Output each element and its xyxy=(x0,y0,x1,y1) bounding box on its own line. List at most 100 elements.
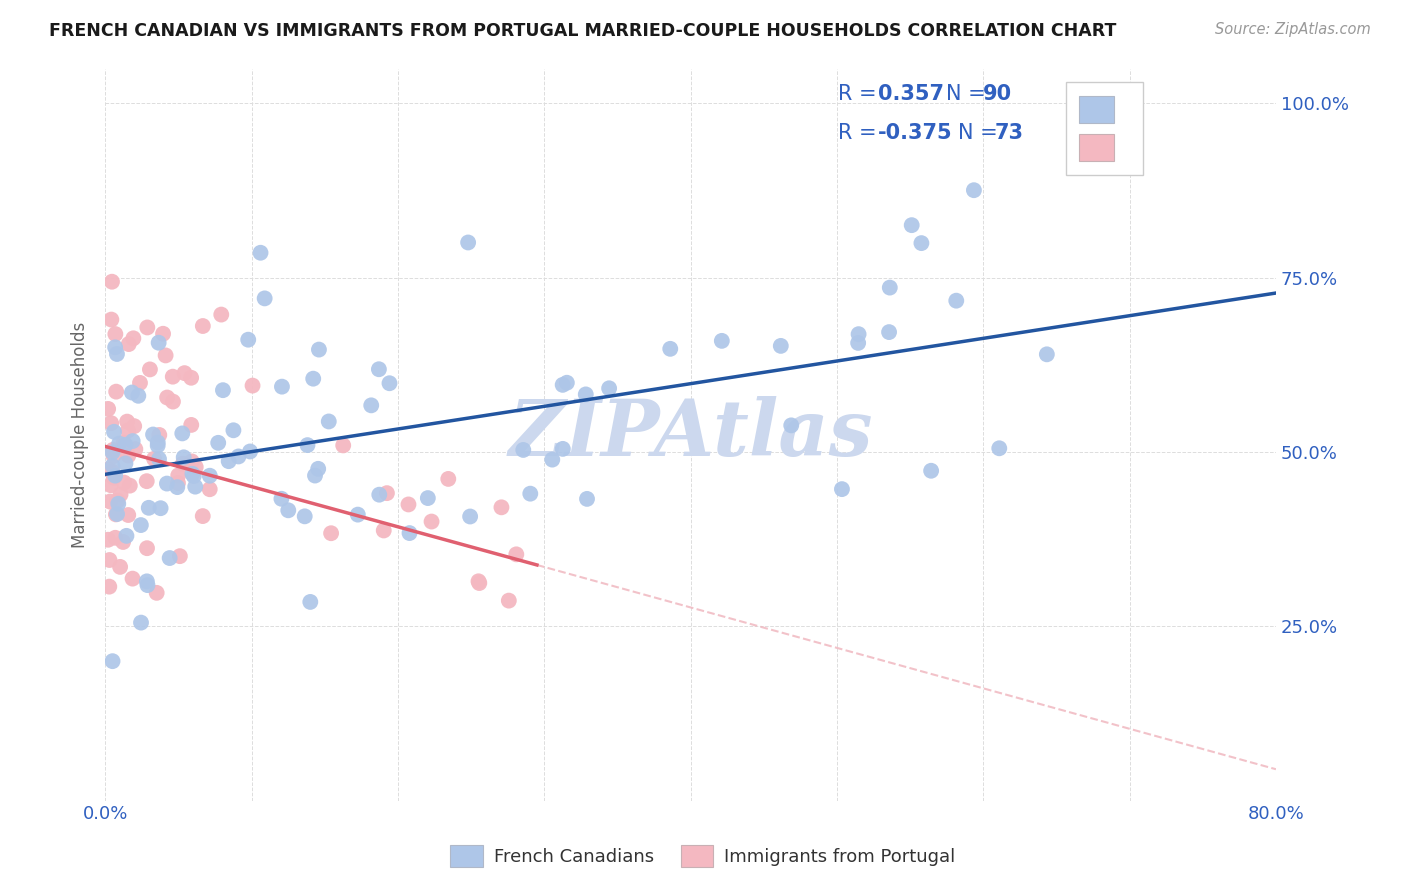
Text: N =: N = xyxy=(946,84,993,104)
Point xyxy=(152,326,174,341)
Point xyxy=(156,391,179,405)
Point xyxy=(198,468,221,483)
Point xyxy=(294,509,316,524)
Text: R =: R = xyxy=(838,123,883,143)
Point xyxy=(156,476,179,491)
Point xyxy=(101,465,124,479)
Point xyxy=(104,508,127,522)
Point xyxy=(505,547,527,561)
Point xyxy=(576,491,599,506)
Point xyxy=(98,553,121,567)
Point xyxy=(846,335,869,350)
Point xyxy=(877,325,900,339)
Point xyxy=(104,531,127,545)
Point xyxy=(166,480,188,494)
Point xyxy=(155,348,177,362)
Point xyxy=(297,438,319,452)
Point xyxy=(457,235,479,250)
Point xyxy=(498,593,520,607)
Point xyxy=(551,442,574,456)
Point xyxy=(112,535,135,549)
Point xyxy=(162,394,184,409)
Point xyxy=(107,493,129,508)
Point xyxy=(575,387,598,401)
Point xyxy=(360,398,382,412)
Point xyxy=(139,362,162,376)
Point xyxy=(122,419,145,434)
Point xyxy=(253,292,276,306)
Point xyxy=(146,435,169,450)
Point xyxy=(218,454,240,468)
Point xyxy=(172,426,194,441)
Point xyxy=(103,449,125,463)
Point xyxy=(97,401,120,416)
Point xyxy=(148,452,170,467)
Point xyxy=(242,378,264,392)
Text: 0.357: 0.357 xyxy=(877,84,943,104)
Point xyxy=(105,347,128,361)
Point xyxy=(103,471,125,485)
Point xyxy=(180,417,202,432)
Point xyxy=(97,462,120,476)
Point xyxy=(112,435,135,450)
Point xyxy=(173,366,195,380)
Point xyxy=(398,526,420,541)
Point xyxy=(97,533,120,547)
Point xyxy=(117,449,139,463)
Point xyxy=(184,480,207,494)
Text: -0.375: -0.375 xyxy=(877,123,952,143)
Point xyxy=(138,500,160,515)
Point xyxy=(129,376,152,390)
Point xyxy=(172,457,194,471)
Point xyxy=(780,418,803,433)
Point xyxy=(136,320,159,334)
Point xyxy=(368,488,391,502)
Point xyxy=(100,416,122,430)
Point xyxy=(142,427,165,442)
Point xyxy=(118,337,141,351)
Point xyxy=(112,475,135,490)
Point xyxy=(191,318,214,333)
Point xyxy=(848,327,870,342)
Point xyxy=(920,464,942,478)
Point xyxy=(129,615,152,630)
Point xyxy=(270,491,292,506)
Point xyxy=(945,293,967,308)
Text: R =: R = xyxy=(838,84,883,104)
Point xyxy=(148,428,170,442)
Point xyxy=(118,478,141,492)
Point xyxy=(900,218,922,232)
Point xyxy=(169,549,191,563)
Point xyxy=(129,518,152,533)
Point xyxy=(239,444,262,458)
Point xyxy=(512,442,534,457)
Point xyxy=(98,580,121,594)
Point xyxy=(104,340,127,354)
Point xyxy=(114,438,136,452)
Point xyxy=(541,452,564,467)
Text: N =: N = xyxy=(957,123,1004,143)
Point xyxy=(963,183,986,197)
Point xyxy=(769,339,792,353)
Point xyxy=(108,560,131,574)
Point xyxy=(105,507,128,521)
Point xyxy=(104,327,127,342)
Point xyxy=(136,578,159,592)
Point xyxy=(228,450,250,464)
Legend: French Canadians, Immigrants from Portugal: French Canadians, Immigrants from Portug… xyxy=(443,838,963,874)
Point xyxy=(249,245,271,260)
Point xyxy=(105,384,128,399)
Point xyxy=(346,508,368,522)
Point xyxy=(127,389,149,403)
Point xyxy=(416,491,439,505)
Point xyxy=(101,445,124,459)
Point xyxy=(101,458,124,473)
Point xyxy=(101,442,124,457)
Point xyxy=(183,469,205,483)
Point xyxy=(302,372,325,386)
Point xyxy=(307,462,329,476)
Point xyxy=(149,501,172,516)
Point xyxy=(167,468,190,483)
Point xyxy=(378,376,401,391)
Point xyxy=(988,442,1011,456)
